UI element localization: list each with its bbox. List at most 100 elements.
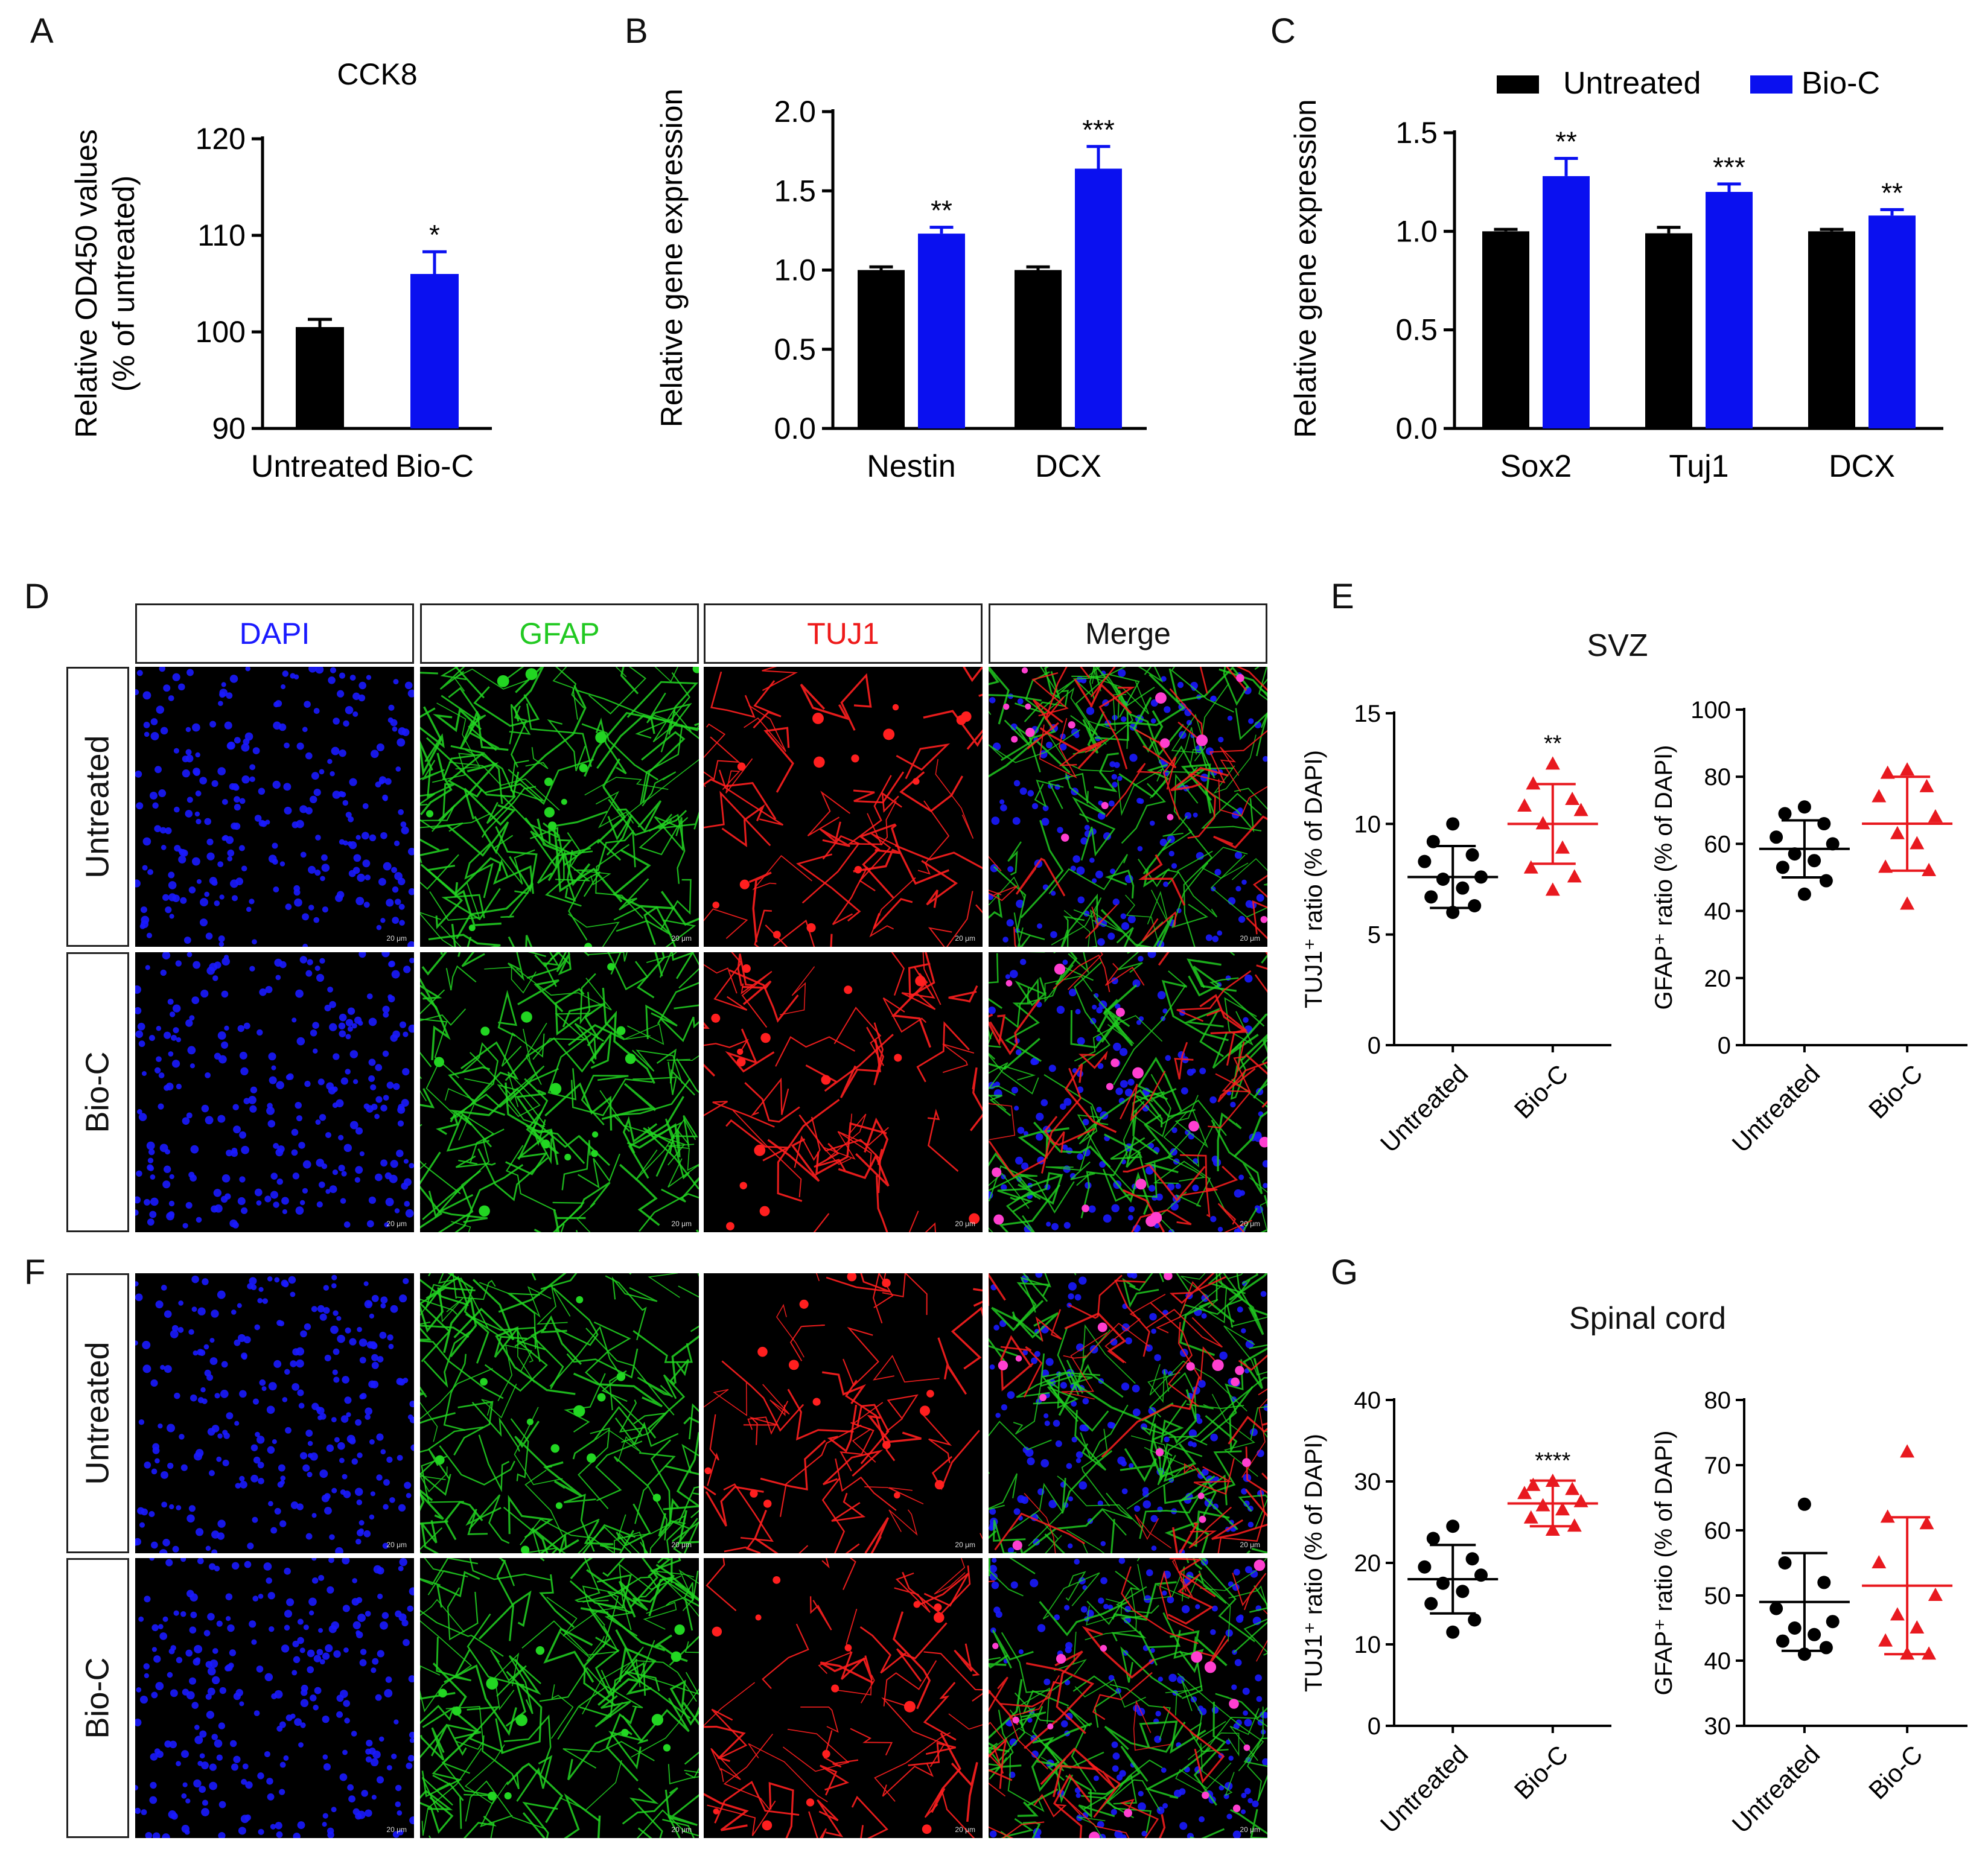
nucleus: [399, 1294, 407, 1303]
cell-soma: [1232, 1804, 1241, 1813]
cell-process: [685, 1767, 699, 1779]
x-tick-label: Untreated: [1375, 1059, 1474, 1158]
cell-process: [639, 1193, 699, 1232]
cell-process: [522, 1793, 601, 1838]
nucleus: [1161, 676, 1167, 682]
nucleus: [142, 865, 148, 871]
nucleus: [245, 667, 250, 672]
nucleus: [397, 1105, 406, 1114]
cell-process: [989, 667, 1010, 725]
nucleus: [237, 1025, 245, 1032]
cat-1-series-0-bar: [1015, 270, 1062, 428]
nucleus: [358, 1338, 368, 1347]
cell-process: [420, 1727, 445, 1761]
cell-soma: [1115, 1008, 1125, 1017]
cell-process: [1241, 1273, 1258, 1285]
nucleus: [1162, 1008, 1168, 1014]
nucleus: [359, 1659, 367, 1667]
nucleus: [191, 1702, 199, 1709]
nucleus: [147, 1164, 153, 1171]
nucleus: [152, 1446, 160, 1454]
cell-soma: [737, 762, 746, 771]
cell-process: [678, 1510, 699, 1544]
cell-process: [1139, 1720, 1206, 1754]
nucleus: [404, 681, 413, 690]
nucleus: [311, 1577, 319, 1584]
nucleus: [169, 1740, 177, 1749]
nucleus: [316, 1159, 325, 1167]
nucleus: [1217, 930, 1223, 936]
cell-process: [1246, 917, 1267, 940]
nucleus: [152, 1832, 161, 1838]
cell-process: [497, 990, 518, 1037]
cell-process: [707, 1414, 719, 1486]
cell-process: [993, 1519, 1026, 1553]
nucleus: [399, 920, 405, 926]
nucleus: [322, 1813, 328, 1819]
cell-process: [890, 824, 950, 885]
nucleus: [224, 1193, 231, 1200]
cell-soma: [573, 1405, 585, 1417]
data-point-bioc: [1919, 1516, 1934, 1530]
nucleus: [375, 1173, 383, 1182]
nucleus: [1214, 868, 1222, 876]
scale-bar-label: 20 μm: [386, 1825, 407, 1834]
cell-process: [641, 731, 686, 803]
data-point-bioc: [1526, 776, 1541, 790]
cell-process: [1074, 961, 1111, 1067]
cell-process: [654, 816, 684, 852]
nucleus: [206, 966, 215, 975]
data-point-untreated: [1778, 1556, 1792, 1570]
cell-process: [1115, 1586, 1159, 1614]
nucleus: [355, 1419, 362, 1426]
nucleus: [1211, 1605, 1218, 1612]
cell-process: [664, 1465, 699, 1475]
cell-process: [1249, 1177, 1267, 1232]
nucleus: [1170, 1202, 1179, 1211]
cell-soma: [434, 1057, 444, 1067]
nucleus: [358, 681, 366, 690]
cell-process: [711, 1708, 748, 1760]
data-point-bioc: [1872, 1555, 1887, 1568]
nucleus: [1237, 1306, 1243, 1313]
nucleus: [1013, 780, 1021, 787]
cell-process: [831, 1492, 866, 1522]
cell-process: [989, 892, 1003, 919]
cell-process: [776, 1303, 804, 1358]
nucleus: [273, 701, 279, 708]
nucleus: [246, 906, 252, 912]
cell-process: [506, 1293, 540, 1349]
nucleus: [247, 1283, 253, 1290]
nucleus: [1242, 1687, 1250, 1695]
nucleus: [1111, 1204, 1120, 1213]
nucleus: [1252, 1800, 1259, 1807]
x-tick-label: Untreated: [251, 449, 389, 484]
cell-process: [456, 1279, 496, 1300]
cell-soma: [1186, 1362, 1195, 1371]
cell-process: [632, 1049, 683, 1084]
nucleus: [1059, 1103, 1066, 1110]
cell-process: [458, 1128, 505, 1165]
cell-process: [707, 1800, 776, 1836]
x-tick-label: Bio-C: [1509, 1059, 1574, 1124]
nucleus: [1063, 1098, 1072, 1106]
cell-process: [612, 759, 699, 827]
cell-soma: [998, 1360, 1008, 1370]
scale-bar-label: 20 μm: [1240, 934, 1260, 943]
nucleus: [194, 811, 200, 817]
cell-process: [568, 871, 601, 941]
y-tick-label: 40: [1354, 1387, 1381, 1414]
cell-process: [800, 1707, 839, 1733]
nucleus: [229, 1740, 237, 1748]
nucleus: [295, 1206, 304, 1215]
cell-process: [1057, 1475, 1143, 1530]
cell-process: [1104, 1293, 1166, 1364]
cell-process: [1016, 1370, 1080, 1398]
cell-process: [1065, 773, 1106, 822]
nucleus: [397, 1454, 403, 1461]
nucleus: [284, 1568, 291, 1575]
nucleus: [381, 1612, 389, 1619]
nucleus: [334, 1437, 340, 1443]
cell-process: [1189, 682, 1229, 766]
cell-process: [660, 879, 692, 930]
